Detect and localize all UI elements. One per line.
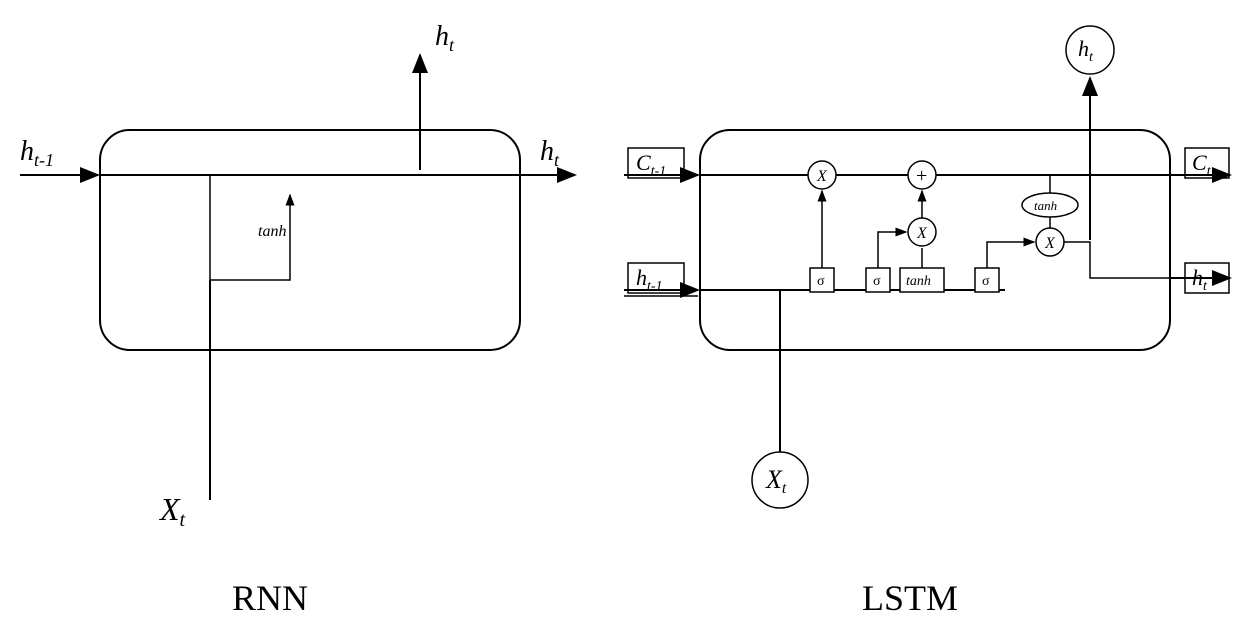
lstm-mul1-label: X [816, 168, 828, 185]
lstm-sigma2-label: σ [873, 274, 881, 289]
lstm-title: LSTM [862, 578, 958, 618]
rnn-tanh-label: tanh [258, 223, 286, 240]
lstm-tanh-ell-label: tanh [1034, 198, 1057, 213]
rnn-h-right-label: ht [540, 136, 560, 170]
rnn-title: RNN [232, 578, 308, 618]
rnn-cell [100, 130, 520, 350]
lstm-mul2-label: X [916, 225, 928, 242]
lstm-cell [700, 130, 1170, 350]
lstm-mul3-label: X [1044, 235, 1056, 252]
lstm-tanh-box-label: tanh [906, 274, 931, 289]
rnn-h-prev-label: ht-1 [20, 136, 54, 170]
rnn-diagram: ht ht-1 ht Xt tanh RNN [20, 21, 575, 618]
lstm-w-sig3-mul3 [987, 242, 1034, 268]
lstm-diagram: Ct-1 ht-1 Ct ht ht X [624, 26, 1230, 618]
lstm-sigma3-label: σ [982, 274, 990, 289]
lstm-add-label: + [916, 165, 927, 187]
rnn-h-top-label: ht [435, 21, 455, 55]
rnn-x-label: Xt [158, 491, 186, 531]
lstm-h-out-path [1064, 242, 1170, 278]
lstm-sigma1-label: σ [817, 274, 825, 289]
lstm-w-sig2-mul2 [878, 232, 906, 268]
